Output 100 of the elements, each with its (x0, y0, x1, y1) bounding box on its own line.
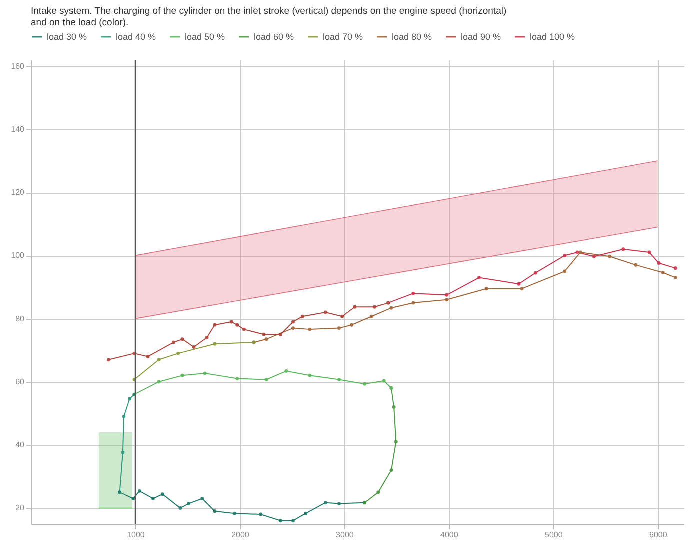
point (661, 271, 665, 274)
point (292, 320, 295, 324)
point (563, 254, 567, 258)
x-tick-label: 1000 (127, 530, 146, 540)
point (262, 332, 266, 336)
point (292, 519, 295, 523)
point (390, 306, 394, 310)
point (517, 282, 521, 286)
point (340, 314, 344, 318)
point (292, 326, 295, 330)
point (236, 377, 240, 381)
point (264, 338, 268, 342)
point (363, 382, 367, 386)
y-tick-label: 20 (16, 504, 26, 513)
point (337, 378, 341, 382)
y-tick-label: 100 (11, 251, 26, 260)
point (278, 519, 282, 523)
point (178, 506, 182, 510)
y-tick-label: 140 (11, 124, 26, 134)
point (534, 271, 538, 275)
point (278, 332, 282, 336)
point (608, 254, 612, 258)
point (300, 314, 304, 318)
point (308, 328, 312, 332)
point (264, 378, 268, 382)
point (477, 276, 481, 280)
legend-label: load 70 % (323, 32, 364, 42)
y-tick-label: 120 (11, 188, 26, 198)
point (392, 405, 396, 409)
point (146, 354, 150, 358)
point (187, 502, 190, 506)
point (132, 497, 136, 500)
point (445, 293, 449, 297)
x-tick-label: 3000 (336, 530, 354, 540)
legend-label: load 50 % (185, 32, 226, 42)
point (353, 305, 357, 309)
point (128, 397, 132, 401)
point (213, 342, 217, 346)
point (390, 468, 394, 472)
point (172, 340, 176, 344)
point (152, 497, 155, 500)
legend-label: load 100 % (530, 32, 576, 42)
point (308, 374, 312, 378)
point (121, 450, 125, 454)
point (160, 492, 164, 496)
y-tick-label: 60 (16, 377, 26, 386)
point (213, 323, 217, 327)
point (200, 497, 204, 500)
point (203, 372, 207, 376)
point (337, 326, 341, 330)
point (376, 490, 380, 494)
point (180, 374, 184, 378)
point (138, 489, 142, 493)
point (563, 270, 567, 274)
point (233, 512, 236, 516)
point (350, 323, 354, 327)
point (230, 320, 234, 324)
point (412, 301, 416, 305)
y-tick-label: 80 (16, 314, 26, 324)
legend-label: load 40 % (116, 32, 156, 42)
point (382, 379, 386, 383)
point (394, 440, 398, 444)
legend-label: load 80 % (392, 32, 432, 42)
point (236, 323, 240, 327)
point (107, 358, 110, 362)
point (373, 305, 376, 309)
point (484, 287, 488, 291)
point (324, 310, 328, 314)
y-tick-label: 160 (11, 62, 26, 71)
point (259, 512, 263, 516)
point (370, 314, 374, 318)
point (578, 250, 582, 254)
point (648, 250, 652, 254)
point (576, 250, 580, 254)
point (592, 254, 596, 258)
point (176, 352, 180, 356)
x-tick-label: 5000 (545, 530, 564, 540)
point (284, 370, 288, 373)
point (157, 358, 161, 362)
point (657, 262, 661, 266)
x-tick-label: 6000 (649, 530, 668, 540)
x-tick-label: 4000 (440, 530, 459, 540)
point (242, 328, 246, 332)
point (213, 510, 217, 514)
point (192, 346, 196, 349)
legend-label: load 90 % (461, 32, 502, 42)
point (205, 336, 209, 340)
point (634, 263, 638, 267)
legend-label: load 60 % (254, 32, 294, 42)
legend-label: load 30 % (47, 32, 88, 42)
point (337, 502, 341, 506)
point (304, 512, 308, 516)
point (674, 276, 678, 280)
point (622, 248, 626, 252)
point (520, 287, 524, 291)
point (157, 380, 161, 384)
y-tick-label: 40 (16, 440, 26, 450)
point (122, 414, 126, 418)
point (674, 266, 678, 270)
point (324, 501, 328, 505)
